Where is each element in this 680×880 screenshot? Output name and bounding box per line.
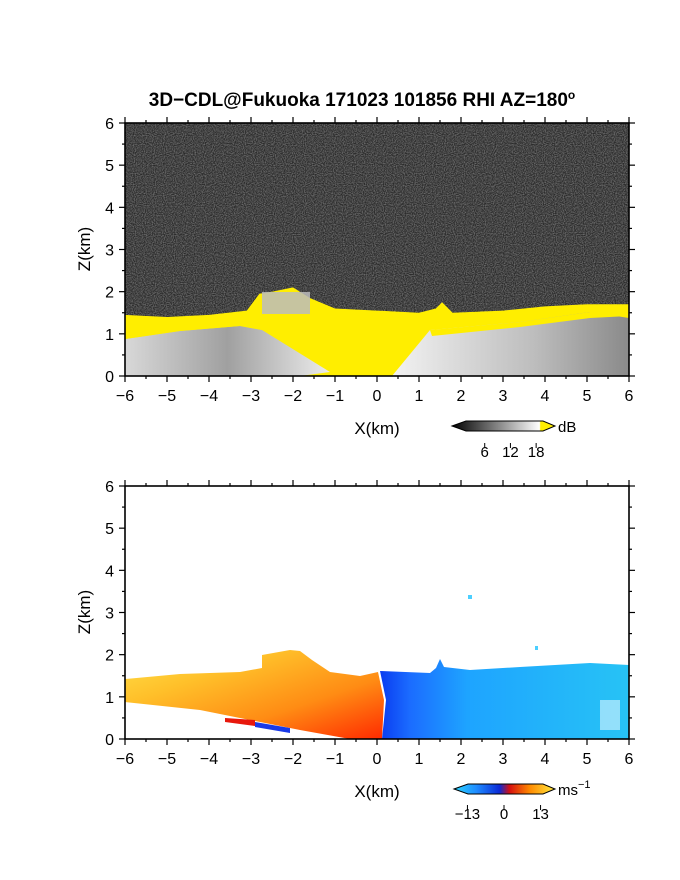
velocity-x-tick-label: −5 [158,751,176,768]
snr-x-tick-label: 2 [457,388,466,405]
velocity-x-tick-label: −3 [242,751,260,768]
velocity-x-tick-label: 3 [499,751,508,768]
snr-colorbar-tick-label: 18 [528,444,545,461]
velocity-x-tick-label: 1 [415,751,424,768]
velocity-colorbar-tick-label: −13 [455,806,480,823]
snr-colorbar: dB 6 12 18 [450,419,576,461]
snr-yellow-right-edge [430,308,629,336]
velocity-isolated-pixel [535,646,538,650]
snr-x-tick-label: −2 [284,388,302,405]
velocity-y-tick-label: 3 [105,606,114,623]
snr-y-tick-label: 3 [105,243,114,260]
snr-y-tick-label: 2 [105,285,114,302]
velocity-x-tick-label: 4 [541,751,550,768]
velocity-x-tick-label: −4 [200,751,218,768]
snr-x-tick-label: −4 [200,388,218,405]
snr-colorbar-tick-label: 6 [481,444,489,461]
snr-x-tick-label: 4 [541,388,550,405]
snr-x-tick-label: −1 [326,388,344,405]
velocity-x-tick-labels: −6 −5 −4 −3 −2 −1 0 1 2 3 4 5 6 [116,751,634,768]
snr-ylabel: Z(km) [75,227,94,271]
velocity-colorbar: ms−1 −13 0 13 [452,779,591,823]
velocity-x-tick-label: −1 [326,751,344,768]
snr-y-tick-label: 0 [105,369,114,386]
snr-y-tick-labels: 0 1 2 3 4 5 6 [105,116,114,386]
snr-x-tick-label: −3 [242,388,260,405]
velocity-y-tick-label: 5 [105,521,114,538]
velocity-colorbar-bar [452,783,557,795]
snr-x-tick-label: 6 [625,388,634,405]
velocity-isolated-pixel [468,595,472,599]
snr-cloud-cap-shade [262,292,310,314]
velocity-xlabel: X(km) [354,782,399,801]
snr-x-tick-label: 3 [499,388,508,405]
snr-x-tick-label: 5 [583,388,592,405]
velocity-y-tick-label: 1 [105,690,114,707]
figure-title: 3D−CDL@Fukuoka 171023 101856 RHI AZ=180o [149,88,576,111]
velocity-y-tick-label: 0 [105,732,114,749]
velocity-blue-edge [255,722,290,733]
snr-colorbar-unit: dB [558,419,576,436]
velocity-negative-region [380,659,629,739]
velocity-ylabel: Z(km) [75,590,94,634]
velocity-x-tick-label: 2 [457,751,466,768]
snr-x-tick-label: −5 [158,388,176,405]
snr-xlabel: X(km) [354,419,399,438]
velocity-colorbar-unit: ms−1 [558,779,591,799]
snr-x-tick-labels: −6 −5 −4 −3 −2 −1 0 1 2 3 4 5 6 [116,388,634,405]
velocity-x-tick-label: 5 [583,751,592,768]
snr-y-tick-label: 1 [105,327,114,344]
velocity-y-tick-labels: 0 1 2 3 4 5 6 [105,479,114,749]
velocity-y-tick-label: 2 [105,648,114,665]
velocity-colorbar-tick-label: 13 [532,806,549,823]
velocity-positive-region [125,650,384,739]
snr-colorbar-bar [450,420,557,432]
snr-x-tick-label: −6 [116,388,134,405]
velocity-y-tick-label: 6 [105,479,114,496]
snr-yellow-left-edge [125,318,262,339]
snr-x-tick-label: 1 [415,388,424,405]
velocity-colorbar-ticks: −13 0 13 [455,805,549,823]
velocity-x-tick-label: −6 [116,751,134,768]
snr-x-tick-label: 0 [373,388,382,405]
velocity-colorbar-tick-label: 0 [500,806,508,823]
velocity-x-tick-label: 6 [625,751,634,768]
velocity-ticks [119,480,635,745]
snr-y-tick-label: 5 [105,158,114,175]
velocity-x-tick-label: 0 [373,751,382,768]
velocity-red-edge [225,718,255,726]
velocity-y-tick-label: 4 [105,563,114,580]
snr-right-gray-wedge [392,312,629,376]
snr-left-gray-wedge [125,326,330,376]
snr-y-tick-label: 4 [105,200,114,217]
snr-colorbar-ticks: 6 12 18 [481,443,545,461]
snr-y-tick-label: 6 [105,116,114,133]
snr-ticks [119,117,635,382]
velocity-sparse-pixels [600,700,620,730]
velocity-x-tick-label: −2 [284,751,302,768]
snr-colorbar-tick-label: 12 [502,444,519,461]
